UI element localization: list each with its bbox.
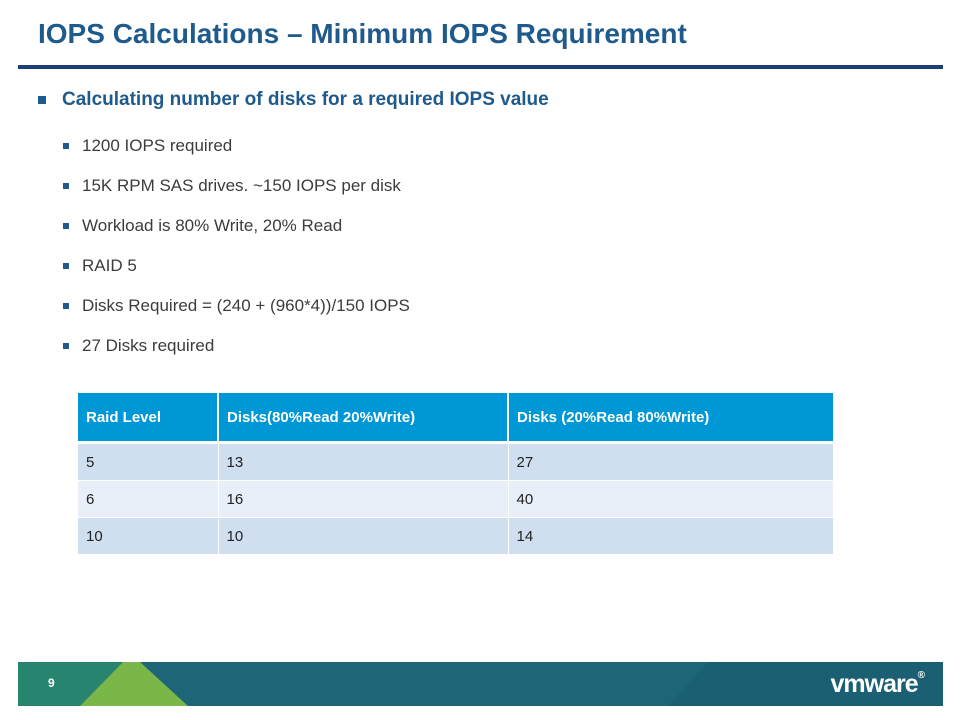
sub-bullet-item: Disks Required = (240 + (960*4))/150 IOP… xyxy=(63,286,410,326)
title-divider xyxy=(18,65,943,69)
main-bullet-text: Calculating number of disks for a requir… xyxy=(62,89,549,110)
slide-title: IOPS Calculations – Minimum IOPS Require… xyxy=(38,18,687,49)
table-cell: 13 xyxy=(218,442,509,481)
table-cell: 14 xyxy=(508,517,833,555)
sub-bullet-text: 27 Disks required xyxy=(82,336,215,355)
square-bullet-icon xyxy=(38,96,46,104)
table-cell: 5 xyxy=(78,442,219,481)
sub-bullet-text: Workload is 80% Write, 20% Read xyxy=(82,216,343,235)
square-bullet-icon xyxy=(63,263,69,269)
page-number: 9 xyxy=(48,676,55,690)
table-cell: 10 xyxy=(78,517,219,555)
sub-bullet-list: 1200 IOPS required 15K RPM SAS drives. ~… xyxy=(63,126,410,366)
header-disks-20-read: Disks (20%Read 80%Write) xyxy=(508,393,833,444)
table-cell: 16 xyxy=(218,480,509,518)
sub-bullet-text: Disks Required = (240 + (960*4))/150 IOP… xyxy=(82,296,410,315)
table-cell: 40 xyxy=(508,480,833,518)
sub-bullet-item: 27 Disks required xyxy=(63,326,410,366)
square-bullet-icon xyxy=(63,303,69,309)
footer-decoration xyxy=(18,662,943,706)
table-cell: 10 xyxy=(218,517,509,555)
sub-bullet-text: RAID 5 xyxy=(82,256,137,275)
sub-bullet-text: 1200 IOPS required xyxy=(82,136,233,155)
table-cell: 27 xyxy=(508,442,833,481)
footer-bar: 9 vmware® xyxy=(18,662,943,706)
square-bullet-icon xyxy=(63,143,69,149)
table-row: 6 16 40 xyxy=(78,480,833,518)
vmware-logo: vmware® xyxy=(830,670,926,698)
sub-bullet-item: Workload is 80% Write, 20% Read xyxy=(63,206,410,246)
sub-bullet-text: 15K RPM SAS drives. ~150 IOPS per disk xyxy=(82,176,401,195)
sub-bullet-item: 15K RPM SAS drives. ~150 IOPS per disk xyxy=(63,166,410,206)
main-bullet: Calculating number of disks for a requir… xyxy=(38,89,549,111)
raid-disks-table: Raid Level Disks(80%Read 20%Write) Disks… xyxy=(78,393,833,555)
sub-bullet-item: 1200 IOPS required xyxy=(63,126,410,166)
square-bullet-icon xyxy=(63,183,69,189)
header-disks-80-read: Disks(80%Read 20%Write) xyxy=(218,393,509,444)
table-cell: 6 xyxy=(78,480,219,518)
sub-bullet-item: RAID 5 xyxy=(63,246,410,286)
table-row: 10 10 14 xyxy=(78,517,833,555)
table-header-row: Raid Level Disks(80%Read 20%Write) Disks… xyxy=(78,393,833,444)
square-bullet-icon xyxy=(63,223,69,229)
header-raid-level: Raid Level xyxy=(78,393,219,444)
table-row: 5 13 27 xyxy=(78,442,833,481)
square-bullet-icon xyxy=(63,343,69,349)
